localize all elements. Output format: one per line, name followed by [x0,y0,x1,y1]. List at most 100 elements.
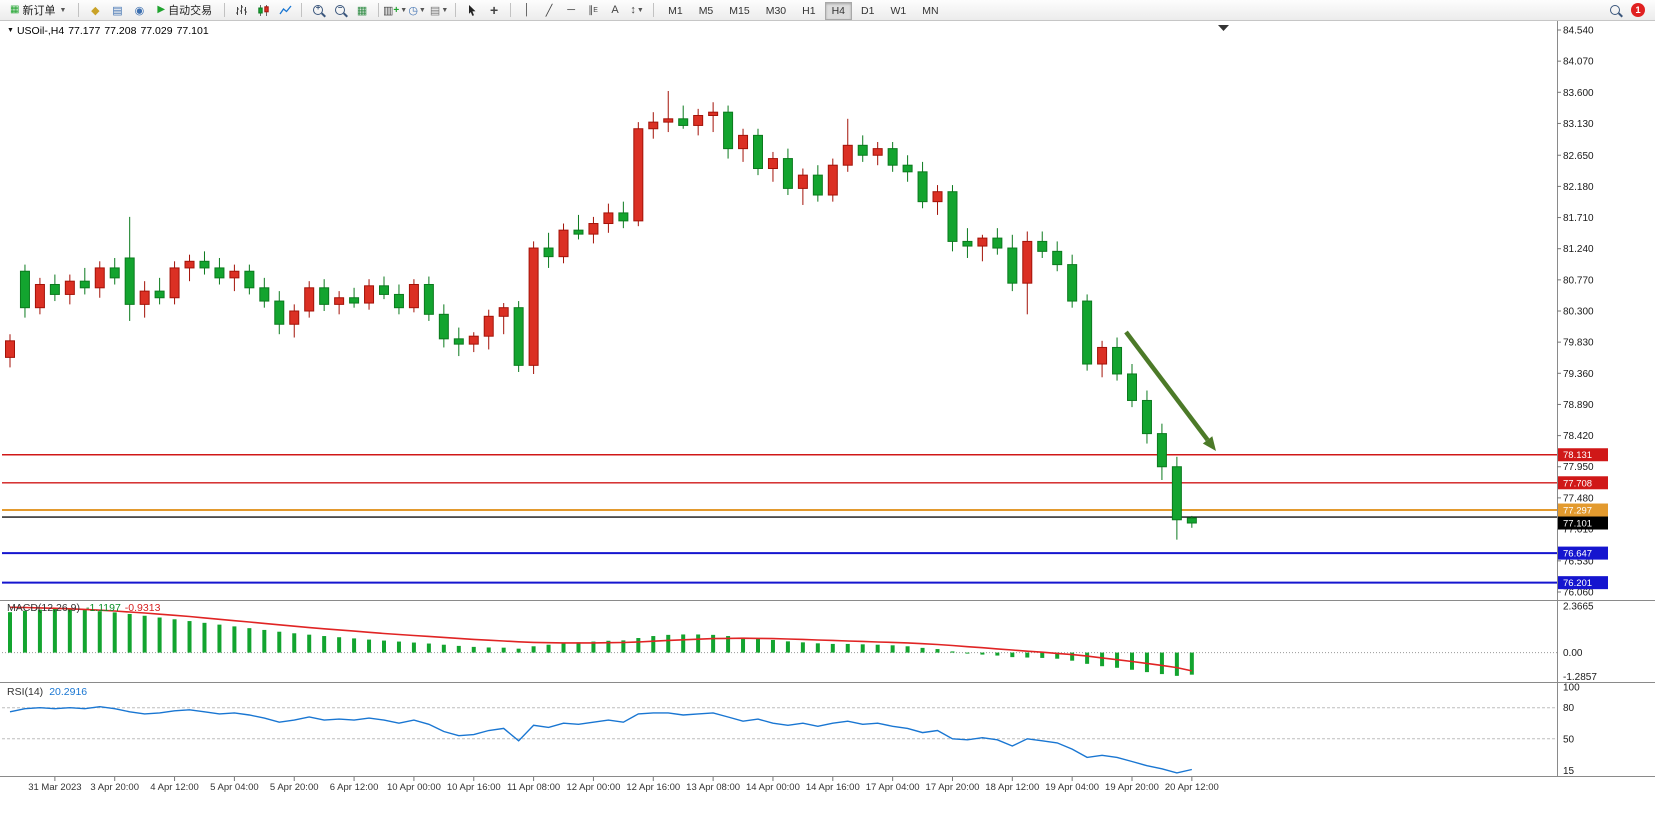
svg-text:77.101: 77.101 [1563,519,1592,530]
zoom-out-icon[interactable]: − [330,1,350,19]
toolbar-separator [78,3,80,17]
auto-trading-label: 自动交易 [168,5,213,17]
svg-text:80.770: 80.770 [1563,275,1594,286]
timeframe-m5[interactable]: M5 [698,4,714,17]
search-icon[interactable] [1605,1,1625,19]
svg-text:10 Apr 16:00: 10 Apr 16:00 [447,782,501,793]
timeframe-m1[interactable]: M1 [668,4,683,17]
timeframe-h1[interactable]: H1 [802,4,816,17]
toolbar-separator [301,3,303,17]
svg-text:4 Apr 12:00: 4 Apr 12:00 [150,782,199,793]
svg-text:77.480: 77.480 [1563,493,1594,504]
new-order-button[interactable]: ▦ 新订单 ▼ [4,1,72,19]
svg-text:19 Apr 04:00: 19 Apr 04:00 [1045,782,1099,793]
timeframe-mn[interactable]: MN [922,4,939,17]
svg-text:80.300: 80.300 [1563,307,1594,318]
toolbar-separator [653,3,655,17]
zoom-in-icon[interactable]: + [308,1,328,19]
chart-ohlc-header: ▼ USOil-,H4 77.177 77.208 77.029 77.101 [7,25,213,37]
chart-shift-marker-icon[interactable] [1218,25,1229,31]
svg-text:20 Apr 12:00: 20 Apr 12:00 [1165,782,1219,793]
crosshair-icon[interactable]: + [490,2,499,18]
svg-text:79.830: 79.830 [1563,338,1594,349]
notification-badge[interactable]: 1 [1631,3,1645,17]
timeframe-h4[interactable]: H4 [824,1,853,20]
symbol-marker-icon: ▼ [7,27,14,34]
svg-text:14 Apr 16:00: 14 Apr 16:00 [806,782,860,793]
text-tool-icon[interactable]: A [611,4,619,16]
svg-text:82.650: 82.650 [1563,151,1594,162]
svg-text:79.360: 79.360 [1563,369,1594,380]
auto-trading-button[interactable]: ▶ 自动交易 [151,1,218,19]
timeframe-group: M1 M5 M15 M30 H1 H4 D1 W1 MN [660,1,946,20]
svg-text:11 Apr 08:00: 11 Apr 08:00 [507,782,560,793]
price-axis: 84.540 84.070 83.600 83.130 82.650 82.180 81.7… [1557,26,1594,599]
timeframe-w1[interactable]: W1 [890,4,907,17]
toolbar: ▦ 新订单 ▼ ◆ ▤ ◉ ▶ 自动交易 + − ▦ ▥ + ▼ ◷ ▼ ▤ ▼ [0,0,1655,21]
new-chart-icon[interactable]: ▥ + ▼ [383,4,408,17]
equidistant-channel-tool-icon[interactable]: ∥ E [588,4,598,16]
chart-template-icon[interactable]: ▤ ▼ [429,4,449,17]
macd-signal-line [9,606,1193,672]
macd-name: MACD(12,26,9) [7,602,80,614]
toolbar-separator [455,3,457,17]
svg-text:50: 50 [1563,734,1575,745]
svg-text:77.010: 77.010 [1563,525,1594,536]
timeframe-m15[interactable]: M15 [729,4,750,17]
price-lines [2,454,1557,584]
tile-windows-icon[interactable]: ▦ [356,4,368,17]
svg-text:13 Apr 08:00: 13 Apr 08:00 [686,782,740,793]
svg-text:14 Apr 00:00: 14 Apr 00:00 [746,782,800,793]
rsi-value: 20.2916 [49,686,88,698]
svg-text:12 Apr 00:00: 12 Apr 00:00 [566,782,620,793]
svg-text:17 Apr 04:00: 17 Apr 04:00 [866,782,920,793]
new-order-label: 新订单 [22,5,56,17]
svg-text:78.131: 78.131 [1563,450,1592,461]
symbol-period-label: USOil-,H4 [16,25,65,37]
high-value: 77.208 [104,25,137,37]
svg-text:100: 100 [1563,682,1580,693]
indicator-levels [2,652,1557,740]
svg-text:76.201: 76.201 [1563,578,1592,589]
price-badge-77.101 [1558,516,1608,530]
svg-text:15: 15 [1563,766,1575,777]
bar-chart-icon[interactable] [231,1,251,19]
panel-frame [0,21,1655,777]
price-badge-78.131 [1558,448,1608,462]
timeframe-d1[interactable]: D1 [861,4,875,17]
cursor-icon[interactable] [462,1,482,19]
timeframe-m30[interactable]: M30 [765,4,787,17]
svg-text:6 Apr 12:00: 6 Apr 12:00 [330,782,379,793]
chart-period-icon[interactable]: ◷ ▼ [408,4,426,17]
svg-text:76.530: 76.530 [1563,556,1594,567]
svg-text:83.130: 83.130 [1563,119,1594,130]
candlestick-chart-icon[interactable] [253,1,273,19]
trendline-tool-icon[interactable]: ╱ [545,4,553,17]
svg-text:76.060: 76.060 [1563,588,1594,599]
navigator-icon[interactable]: ◉ [134,4,145,17]
svg-text:18 Apr 12:00: 18 Apr 12:00 [985,782,1039,793]
new-order-icon: ▦ [10,4,20,15]
candles [5,90,1197,540]
svg-text:77.708: 77.708 [1563,478,1592,489]
macd-signal-value: -0.9313 [124,602,161,614]
svg-text:80: 80 [1563,703,1575,714]
arrows-tool-icon[interactable]: ↕ ▼ [630,4,644,16]
line-chart-icon[interactable] [275,1,295,19]
open-value: 77.177 [68,25,101,37]
svg-text:-1.2857: -1.2857 [1563,672,1597,683]
close-value: 77.101 [176,25,209,37]
down-arrow-annotation [1124,330,1216,451]
market-watch-icon[interactable]: ◆ [91,4,100,17]
svg-text:77.950: 77.950 [1563,462,1594,473]
rsi-name: RSI(14) [7,686,44,698]
rsi-indicator-label: RSI(14) 20.2916 [7,686,87,698]
data-window-icon[interactable]: ▤ [112,4,123,17]
vertical-line-tool-icon[interactable]: │ [523,4,531,16]
horizontal-line-tool-icon[interactable]: ─ [567,4,575,16]
rsi-line [9,705,1192,774]
svg-text:84.540: 84.540 [1563,26,1594,37]
svg-text:82.180: 82.180 [1563,182,1594,193]
